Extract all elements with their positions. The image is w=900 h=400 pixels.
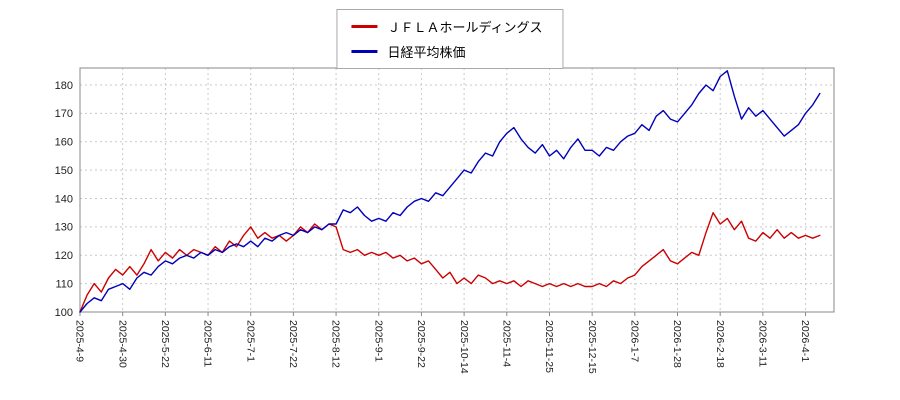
x-tick-label: 2025-11-25 xyxy=(543,320,555,373)
plot-border xyxy=(79,67,835,313)
x-tick-label: 2026-3-11 xyxy=(757,320,769,367)
x-tick-label: 2025-11-4 xyxy=(500,320,512,367)
y-tick-label: 110 xyxy=(55,278,73,290)
legend-item-jfla: ＪＦＬＡホールディングス xyxy=(351,17,543,36)
legend-item-nikkei: 日経平均株価 xyxy=(351,42,542,61)
series-line-0 xyxy=(79,211,821,313)
x-tick-label: 2025-9-1 xyxy=(372,320,384,362)
x-tick-label: 2025-7-22 xyxy=(287,320,299,368)
x-tick-label: 2025-12-15 xyxy=(586,320,598,374)
x-tick-label: 2025-5-22 xyxy=(159,320,171,368)
x-tick-label: 2025-6-11 xyxy=(202,320,214,367)
legend-line-jfla-icon xyxy=(351,25,378,28)
y-tick-label: 180 xyxy=(55,80,73,92)
legend: ＪＦＬＡホールディングス 日経平均株価 xyxy=(336,9,564,69)
x-tick-label: 2026-1-7 xyxy=(628,320,640,362)
y-tick-label: 140 xyxy=(55,193,73,205)
x-tick-label: 2026-2-18 xyxy=(714,320,726,368)
x-tick-label: 2026-4-1 xyxy=(799,320,811,362)
x-tick-label: 2025-10-14 xyxy=(458,320,470,374)
y-tick-label: 150 xyxy=(55,165,73,177)
x-tick-label: 2025-4-30 xyxy=(116,320,128,368)
x-tick-label: 2026-1-28 xyxy=(671,320,683,368)
series-line-1 xyxy=(79,70,821,313)
y-tick-label: 130 xyxy=(55,222,73,234)
y-tick-label: 100 xyxy=(55,307,73,319)
y-tick-label: 170 xyxy=(55,108,73,120)
y-tick-label: 160 xyxy=(55,137,73,149)
y-tick-label: 120 xyxy=(55,250,73,262)
x-tick-label: 2025-9-22 xyxy=(415,320,427,368)
x-tick-label: 2025-4-9 xyxy=(74,320,86,362)
x-tick-label: 2025-7-1 xyxy=(244,320,256,362)
legend-label-jfla: ＪＦＬＡホールディングス xyxy=(387,20,543,35)
x-tick-label: 2025-8-12 xyxy=(330,320,342,368)
legend-label-nikkei: 日経平均株価 xyxy=(387,45,466,60)
legend-line-nikkei-icon xyxy=(351,50,378,53)
